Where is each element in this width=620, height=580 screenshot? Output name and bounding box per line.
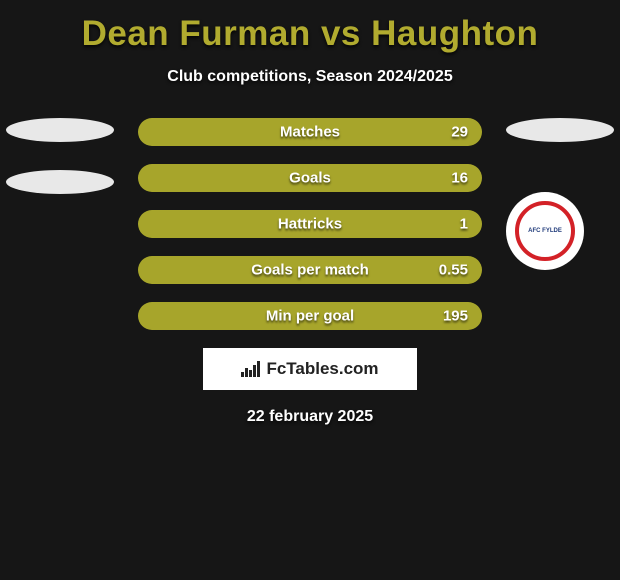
left-player-column bbox=[6, 118, 114, 222]
page-title: Dean Furman vs Haughton bbox=[0, 0, 620, 54]
club-badge-ring: AFC FYLDE bbox=[515, 201, 575, 261]
subtitle: Club competitions, Season 2024/2025 bbox=[0, 68, 620, 86]
club-badge-center: AFC FYLDE bbox=[526, 212, 564, 250]
club-badge-placeholder bbox=[6, 170, 114, 194]
stat-label: Min per goal bbox=[138, 308, 482, 325]
comparison-panel: AFC FYLDE Matches 29 Goals 16 Hattricks … bbox=[0, 118, 620, 426]
stat-bar-matches: Matches 29 bbox=[138, 118, 482, 146]
stat-value: 0.55 bbox=[439, 262, 468, 279]
stat-bar-goals: Goals 16 bbox=[138, 164, 482, 192]
club-badge-text: AFC FYLDE bbox=[528, 228, 562, 234]
stat-label: Goals per match bbox=[138, 262, 482, 279]
stat-value: 1 bbox=[460, 216, 468, 233]
stat-label: Hattricks bbox=[138, 216, 482, 233]
stat-bar-goals-per-match: Goals per match 0.55 bbox=[138, 256, 482, 284]
stat-value: 195 bbox=[443, 308, 468, 325]
stat-bar-min-per-goal: Min per goal 195 bbox=[138, 302, 482, 330]
stat-value: 16 bbox=[451, 170, 468, 187]
stat-label: Matches bbox=[138, 124, 482, 141]
brand-text: FcTables.com bbox=[266, 359, 378, 379]
bar-chart-icon bbox=[241, 361, 260, 377]
player-photo-placeholder bbox=[6, 118, 114, 142]
stat-value: 29 bbox=[451, 124, 468, 141]
stat-label: Goals bbox=[138, 170, 482, 187]
stat-bars: Matches 29 Goals 16 Hattricks 1 Goals pe… bbox=[138, 118, 482, 330]
brand-badge: FcTables.com bbox=[203, 348, 417, 390]
date-label: 22 february 2025 bbox=[0, 408, 620, 426]
stat-bar-hattricks: Hattricks 1 bbox=[138, 210, 482, 238]
club-badge: AFC FYLDE bbox=[506, 192, 584, 270]
player-photo-placeholder bbox=[506, 118, 614, 142]
right-player-column: AFC FYLDE bbox=[506, 118, 614, 270]
